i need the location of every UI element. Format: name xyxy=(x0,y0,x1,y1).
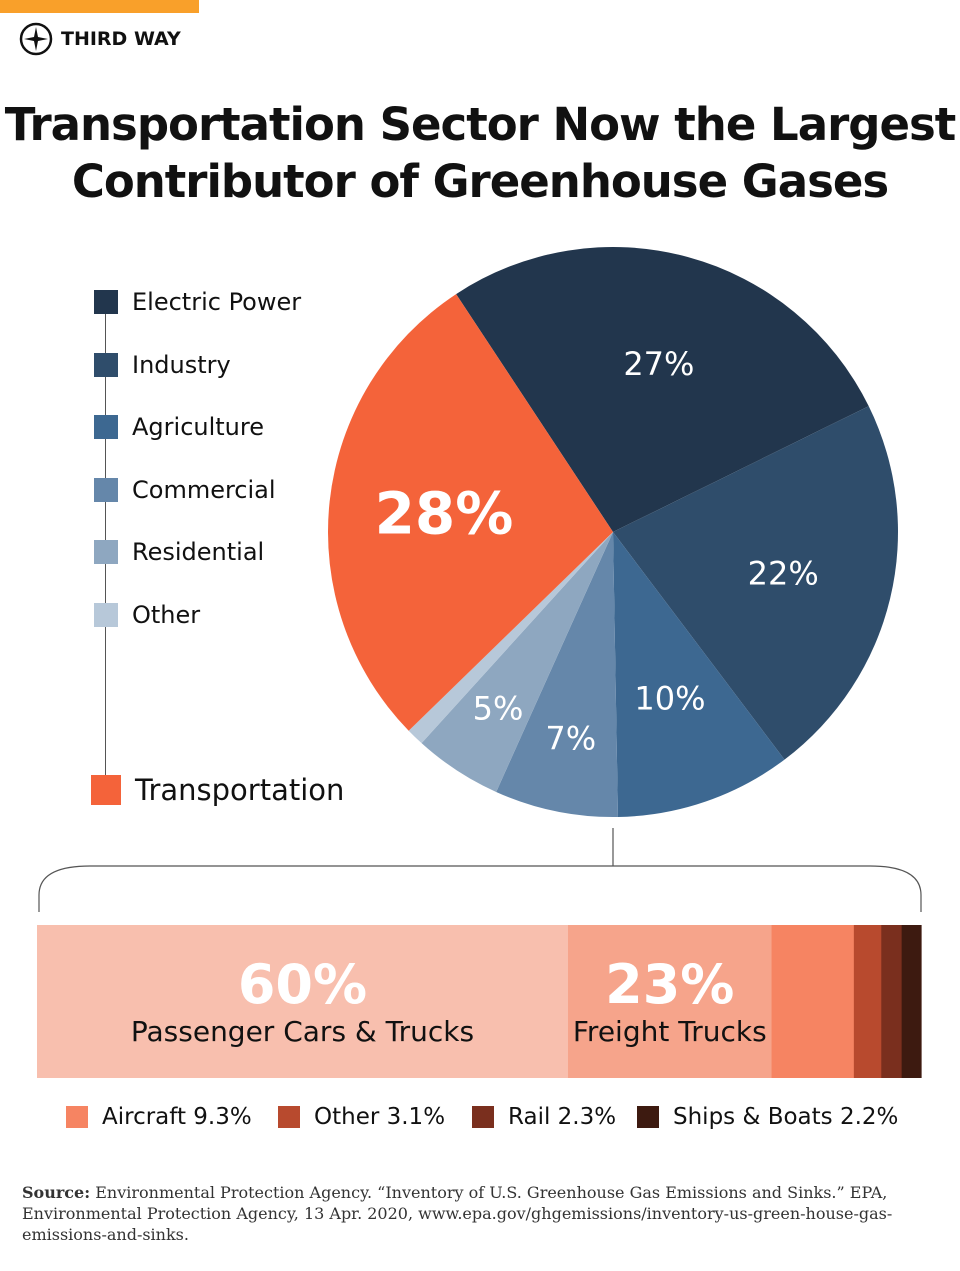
segment-name: Freight Trucks xyxy=(572,1015,767,1048)
legend-label: Aircraft 9.3% xyxy=(102,1104,252,1130)
legend-item: Other xyxy=(94,601,200,629)
bar-segment-aircraft xyxy=(771,925,855,1078)
chart-title: Transportation Sector Now the Largest Con… xyxy=(0,96,960,210)
legend-swatch xyxy=(278,1106,300,1128)
legend-item: Industry xyxy=(94,351,231,379)
legend-connector xyxy=(105,300,106,780)
bar-segment-label: 23% Freight Trucks xyxy=(568,953,772,1049)
legend-item: Residential xyxy=(94,538,264,566)
bar-segment-freight-trucks xyxy=(568,925,773,1078)
legend-item: Agriculture xyxy=(94,413,264,441)
bar-segment-other xyxy=(853,925,882,1078)
segment-percent: 60% xyxy=(237,953,368,1016)
legend-label: Commercial xyxy=(132,475,276,504)
legend-label: Industry xyxy=(132,350,231,379)
legend-swatch xyxy=(94,415,118,440)
legend-item: Electric Power xyxy=(94,288,301,316)
pie-label: 28% xyxy=(375,480,514,548)
source-label: Source: xyxy=(22,1183,91,1202)
pie-slice-residential xyxy=(421,532,613,792)
logo: THIRD WAY xyxy=(19,22,181,56)
bar-legend-item: Other 3.1% xyxy=(278,1104,445,1130)
pie-slice-other xyxy=(408,532,613,744)
legend-swatch xyxy=(472,1106,494,1128)
bar-segment-rail xyxy=(881,925,903,1078)
segment-name: Passenger Cars & Trucks xyxy=(130,1015,475,1048)
bracket xyxy=(38,828,922,912)
brand-name: THIRD WAY xyxy=(61,28,181,50)
pie-slice-agriculture xyxy=(613,532,785,817)
legend-label: Other xyxy=(132,601,201,629)
bar-segment-label: 60% Passenger Cars & Trucks xyxy=(37,953,568,1049)
legend-label: Other 3.1% xyxy=(314,1104,446,1130)
legend-swatch xyxy=(94,540,118,565)
legend-label: Electric Power xyxy=(132,288,302,316)
legend-item: Transportation xyxy=(91,773,344,807)
pie-label: 7% xyxy=(545,720,596,758)
bar-legend-item: Rail 2.3% xyxy=(472,1104,616,1130)
compass-icon xyxy=(19,22,53,56)
pie-label: 27% xyxy=(623,345,694,383)
bar-legend-item: Aircraft 9.3% xyxy=(66,1104,252,1130)
source-text: Environmental Protection Agency. “Invent… xyxy=(22,1183,893,1244)
legend-label: Ships & Boats 2.2% xyxy=(673,1104,899,1130)
bar-segment-passenger-cars-trucks xyxy=(37,925,569,1078)
accent-bar xyxy=(0,0,199,13)
legend-swatch xyxy=(94,603,118,627)
legend-label: Transportation xyxy=(135,773,345,807)
legend-swatch xyxy=(94,477,118,502)
pie-label: 5% xyxy=(473,690,524,728)
pie-slice-transportation xyxy=(328,294,613,731)
bar-legend-item: Ships & Boats 2.2% xyxy=(637,1104,898,1130)
pie-label: 10% xyxy=(634,679,705,717)
legend-label: Rail 2.3% xyxy=(508,1104,617,1130)
legend-swatch xyxy=(66,1106,88,1128)
legend-label: Residential xyxy=(132,538,265,567)
legend-swatch xyxy=(94,352,118,377)
legend-swatch xyxy=(91,775,121,805)
pie-slice-electric-power xyxy=(456,247,869,532)
pie-label: 22% xyxy=(748,555,819,593)
legend-swatch xyxy=(94,290,118,314)
segment-percent: 23% xyxy=(605,953,735,1016)
pie-slice-commercial xyxy=(496,532,618,818)
pie-slice-industry xyxy=(613,406,898,760)
legend-item: Commercial xyxy=(94,476,276,504)
title-line-2: Contributor of Greenhouse Gases xyxy=(71,155,889,208)
title-line-1: Transportation Sector Now the Largest xyxy=(4,98,957,151)
legend-swatch xyxy=(637,1106,659,1128)
source-note: Source: Environmental Protection Agency.… xyxy=(22,1182,942,1245)
legend-label: Agriculture xyxy=(132,413,264,442)
bar-segment-ships-boats xyxy=(901,925,922,1078)
